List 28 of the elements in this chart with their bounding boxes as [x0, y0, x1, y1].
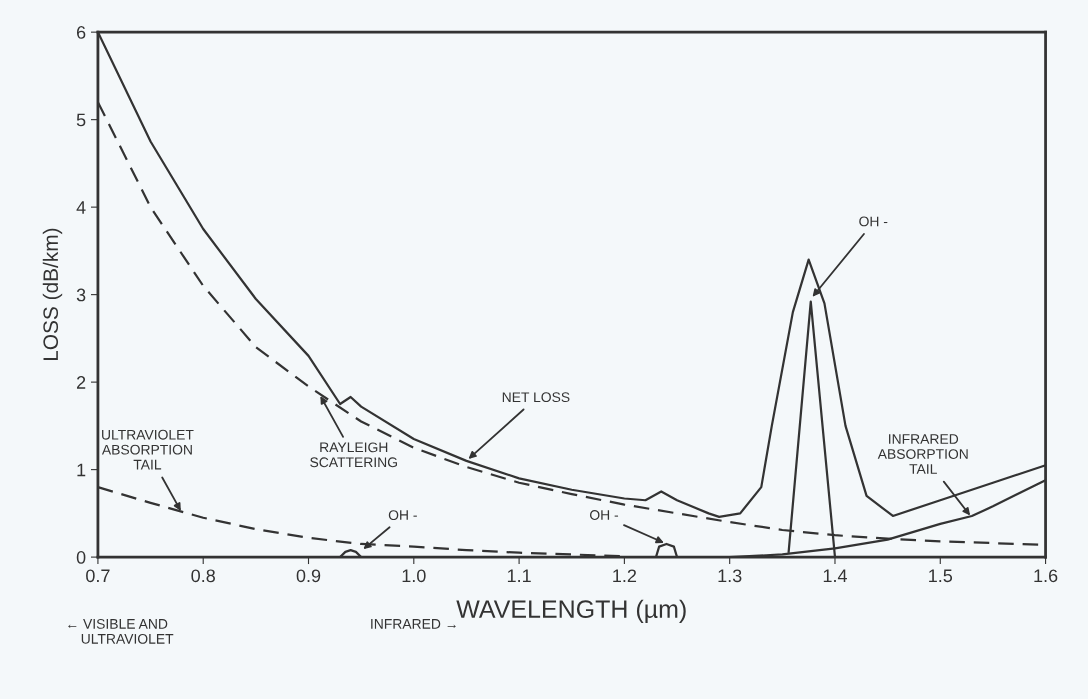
x-tick-label: 1.1	[507, 569, 531, 582]
x-tick-label: 1.3	[718, 569, 742, 583]
y-tick-label: 1	[77, 463, 86, 477]
y-tick-label: 6	[76, 26, 86, 39]
x-tick-label: 1.2	[613, 569, 637, 582]
x-tick-label: 1.0	[402, 569, 426, 583]
y-tick-label: 3	[76, 288, 86, 302]
x-axis-title: WAVELENGTH (µm)	[456, 599, 686, 623]
x-tick-label: 1.5	[929, 569, 953, 583]
annotation: INFRARED ABSORPTION TAIL	[877, 434, 968, 474]
y-tick-label: 5	[76, 113, 86, 127]
x-tick-label: 0.8	[191, 569, 215, 583]
y-tick-label: 4	[76, 201, 86, 214]
text: INFRARED →	[371, 619, 456, 629]
annotation: OH -	[590, 510, 619, 520]
annotation: ULTRAVIOLET ABSORPTION TAIL	[101, 429, 194, 470]
x-tick-label: 1.4	[823, 569, 847, 582]
x-tick-label: 1.6	[1034, 569, 1058, 583]
annotation: OH -	[859, 216, 888, 227]
annotation: NET LOSS	[502, 392, 570, 403]
y-tick-label: 2	[76, 376, 86, 389]
text: ← VISIBLE AND ULTRAVIOLET	[68, 618, 174, 644]
x-tick-label: 0.9	[296, 569, 321, 583]
annotation: RAYLEIGH SCATTERING	[310, 442, 397, 468]
y-tick-label: 0	[76, 551, 86, 564]
y-axis-title: LOSS (dB/km)	[42, 228, 63, 361]
x-tick-label: 0.7	[86, 569, 110, 583]
annotation: OH -	[388, 510, 417, 520]
